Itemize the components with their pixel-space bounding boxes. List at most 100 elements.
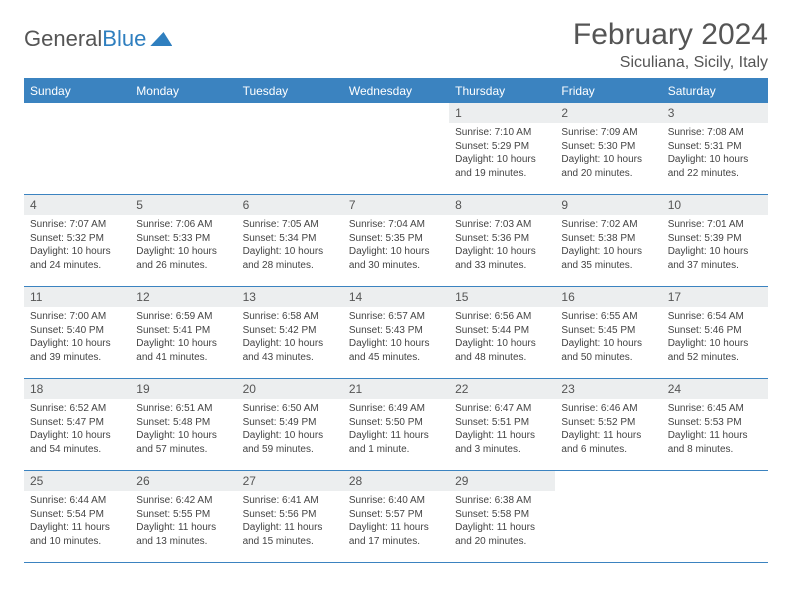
sunset-line: Sunset: 5:34 PM bbox=[243, 232, 337, 246]
sunrise-line: Sunrise: 7:07 AM bbox=[30, 218, 124, 232]
logo-text-b: Blue bbox=[102, 26, 146, 51]
daylight-line: Daylight: 11 hours and 13 minutes. bbox=[136, 521, 230, 548]
day-number: 1 bbox=[449, 103, 555, 123]
sunrise-line: Sunrise: 6:49 AM bbox=[349, 402, 443, 416]
calendar-cell: 14Sunrise: 6:57 AMSunset: 5:43 PMDayligh… bbox=[343, 287, 449, 379]
day-number: 16 bbox=[555, 287, 661, 307]
sunrise-line: Sunrise: 7:04 AM bbox=[349, 218, 443, 232]
day-details: Sunrise: 6:40 AMSunset: 5:57 PMDaylight:… bbox=[343, 491, 449, 551]
weekday-header: Thursday bbox=[449, 80, 555, 103]
daylight-line: Daylight: 11 hours and 20 minutes. bbox=[455, 521, 549, 548]
day-number: 13 bbox=[237, 287, 343, 307]
day-details: Sunrise: 6:59 AMSunset: 5:41 PMDaylight:… bbox=[130, 307, 236, 367]
day-details: Sunrise: 6:45 AMSunset: 5:53 PMDaylight:… bbox=[662, 399, 768, 459]
sunrise-line: Sunrise: 6:45 AM bbox=[668, 402, 762, 416]
day-number: 7 bbox=[343, 195, 449, 215]
calendar-cell bbox=[555, 471, 661, 563]
day-number: 15 bbox=[449, 287, 555, 307]
calendar-cell: 28Sunrise: 6:40 AMSunset: 5:57 PMDayligh… bbox=[343, 471, 449, 563]
day-details: Sunrise: 6:41 AMSunset: 5:56 PMDaylight:… bbox=[237, 491, 343, 551]
day-number: 14 bbox=[343, 287, 449, 307]
daylight-line: Daylight: 10 hours and 30 minutes. bbox=[349, 245, 443, 272]
daylight-line: Daylight: 10 hours and 35 minutes. bbox=[561, 245, 655, 272]
calendar-cell: 26Sunrise: 6:42 AMSunset: 5:55 PMDayligh… bbox=[130, 471, 236, 563]
sunset-line: Sunset: 5:47 PM bbox=[30, 416, 124, 430]
calendar-row: 4Sunrise: 7:07 AMSunset: 5:32 PMDaylight… bbox=[24, 195, 768, 287]
day-details: Sunrise: 7:08 AMSunset: 5:31 PMDaylight:… bbox=[662, 123, 768, 183]
sunset-line: Sunset: 5:57 PM bbox=[349, 508, 443, 522]
day-number: 24 bbox=[662, 379, 768, 399]
day-number: 3 bbox=[662, 103, 768, 123]
day-number: 19 bbox=[130, 379, 236, 399]
calendar-cell: 19Sunrise: 6:51 AMSunset: 5:48 PMDayligh… bbox=[130, 379, 236, 471]
sunset-line: Sunset: 5:55 PM bbox=[136, 508, 230, 522]
sunrise-line: Sunrise: 7:02 AM bbox=[561, 218, 655, 232]
daylight-line: Daylight: 10 hours and 52 minutes. bbox=[668, 337, 762, 364]
daylight-line: Daylight: 10 hours and 50 minutes. bbox=[561, 337, 655, 364]
day-number: 21 bbox=[343, 379, 449, 399]
sunset-line: Sunset: 5:58 PM bbox=[455, 508, 549, 522]
day-details: Sunrise: 7:10 AMSunset: 5:29 PMDaylight:… bbox=[449, 123, 555, 183]
day-number: 26 bbox=[130, 471, 236, 491]
daylight-line: Daylight: 10 hours and 33 minutes. bbox=[455, 245, 549, 272]
calendar-table: SundayMondayTuesdayWednesdayThursdayFrid… bbox=[24, 80, 768, 563]
sunset-line: Sunset: 5:32 PM bbox=[30, 232, 124, 246]
sunset-line: Sunset: 5:52 PM bbox=[561, 416, 655, 430]
header: GeneralBlue February 2024 Siculiana, Sic… bbox=[24, 18, 768, 72]
calendar-cell: 7Sunrise: 7:04 AMSunset: 5:35 PMDaylight… bbox=[343, 195, 449, 287]
weekday-header: Monday bbox=[130, 80, 236, 103]
day-details: Sunrise: 7:03 AMSunset: 5:36 PMDaylight:… bbox=[449, 215, 555, 275]
sunset-line: Sunset: 5:53 PM bbox=[668, 416, 762, 430]
location-subtitle: Siculiana, Sicily, Italy bbox=[573, 54, 768, 72]
daylight-line: Daylight: 10 hours and 37 minutes. bbox=[668, 245, 762, 272]
calendar-cell: 24Sunrise: 6:45 AMSunset: 5:53 PMDayligh… bbox=[662, 379, 768, 471]
calendar-cell: 1Sunrise: 7:10 AMSunset: 5:29 PMDaylight… bbox=[449, 103, 555, 195]
day-details: Sunrise: 6:49 AMSunset: 5:50 PMDaylight:… bbox=[343, 399, 449, 459]
sunset-line: Sunset: 5:46 PM bbox=[668, 324, 762, 338]
day-number: 2 bbox=[555, 103, 661, 123]
sunset-line: Sunset: 5:44 PM bbox=[455, 324, 549, 338]
sunrise-line: Sunrise: 7:09 AM bbox=[561, 126, 655, 140]
day-details: Sunrise: 7:01 AMSunset: 5:39 PMDaylight:… bbox=[662, 215, 768, 275]
calendar-cell bbox=[343, 103, 449, 195]
day-details: Sunrise: 6:56 AMSunset: 5:44 PMDaylight:… bbox=[449, 307, 555, 367]
daylight-line: Daylight: 10 hours and 28 minutes. bbox=[243, 245, 337, 272]
daylight-line: Daylight: 10 hours and 20 minutes. bbox=[561, 153, 655, 180]
day-details: Sunrise: 6:50 AMSunset: 5:49 PMDaylight:… bbox=[237, 399, 343, 459]
day-number: 23 bbox=[555, 379, 661, 399]
day-details: Sunrise: 7:00 AMSunset: 5:40 PMDaylight:… bbox=[24, 307, 130, 367]
day-number: 20 bbox=[237, 379, 343, 399]
calendar-row: 18Sunrise: 6:52 AMSunset: 5:47 PMDayligh… bbox=[24, 379, 768, 471]
day-number: 5 bbox=[130, 195, 236, 215]
calendar-row: 11Sunrise: 7:00 AMSunset: 5:40 PMDayligh… bbox=[24, 287, 768, 379]
calendar-cell: 15Sunrise: 6:56 AMSunset: 5:44 PMDayligh… bbox=[449, 287, 555, 379]
day-number: 25 bbox=[24, 471, 130, 491]
day-details: Sunrise: 6:52 AMSunset: 5:47 PMDaylight:… bbox=[24, 399, 130, 459]
sunrise-line: Sunrise: 6:54 AM bbox=[668, 310, 762, 324]
page-title: February 2024 bbox=[573, 18, 768, 52]
daylight-line: Daylight: 11 hours and 6 minutes. bbox=[561, 429, 655, 456]
calendar-cell: 11Sunrise: 7:00 AMSunset: 5:40 PMDayligh… bbox=[24, 287, 130, 379]
calendar-cell bbox=[662, 471, 768, 563]
day-details: Sunrise: 7:06 AMSunset: 5:33 PMDaylight:… bbox=[130, 215, 236, 275]
calendar-row: 25Sunrise: 6:44 AMSunset: 5:54 PMDayligh… bbox=[24, 471, 768, 563]
calendar-cell: 16Sunrise: 6:55 AMSunset: 5:45 PMDayligh… bbox=[555, 287, 661, 379]
day-number: 22 bbox=[449, 379, 555, 399]
weekday-header: Sunday bbox=[24, 80, 130, 103]
logo-text: GeneralBlue bbox=[24, 26, 146, 52]
sunset-line: Sunset: 5:36 PM bbox=[455, 232, 549, 246]
sunrise-line: Sunrise: 6:46 AM bbox=[561, 402, 655, 416]
calendar-cell: 9Sunrise: 7:02 AMSunset: 5:38 PMDaylight… bbox=[555, 195, 661, 287]
sunrise-line: Sunrise: 7:10 AM bbox=[455, 126, 549, 140]
day-number: 18 bbox=[24, 379, 130, 399]
calendar-cell: 23 Sunrise: 6:46 AMSunset: 5:52 PMDayligh… bbox=[555, 379, 661, 471]
day-number: 9 bbox=[555, 195, 661, 215]
day-details: Sunrise: 7:07 AMSunset: 5:32 PMDaylight:… bbox=[24, 215, 130, 275]
day-details: Sunrise: 7:04 AMSunset: 5:35 PMDaylight:… bbox=[343, 215, 449, 275]
day-number: 12 bbox=[130, 287, 236, 307]
daylight-line: Daylight: 10 hours and 45 minutes. bbox=[349, 337, 443, 364]
daylight-line: Daylight: 10 hours and 59 minutes. bbox=[243, 429, 337, 456]
day-details: Sunrise: 7:02 AMSunset: 5:38 PMDaylight:… bbox=[555, 215, 661, 275]
sunrise-line: Sunrise: 6:55 AM bbox=[561, 310, 655, 324]
sunset-line: Sunset: 5:30 PM bbox=[561, 140, 655, 154]
